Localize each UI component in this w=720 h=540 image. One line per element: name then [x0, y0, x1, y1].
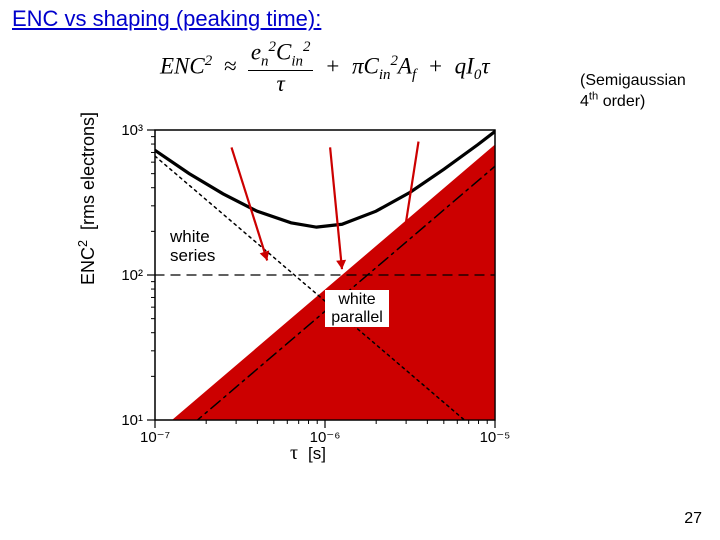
svg-text:10⁻⁵: 10⁻⁵ — [480, 429, 510, 446]
white-series-label: whiteseries — [170, 228, 215, 265]
slide-number: 27 — [684, 510, 702, 528]
svg-text:10¹: 10¹ — [121, 412, 143, 429]
enc-chart: 10⁻⁷10⁻⁶10⁻⁵10¹10²10³ whiteseries whitep… — [100, 120, 510, 470]
white-parallel-label: whiteparallel — [325, 290, 389, 327]
svg-text:10³: 10³ — [121, 122, 143, 139]
svg-text:10⁻⁷: 10⁻⁷ — [140, 429, 170, 446]
x-axis-label: τ [s] — [290, 442, 326, 465]
y-axis-label: ENC2 [rms electrons] — [76, 112, 99, 285]
svg-text:10²: 10² — [121, 267, 143, 284]
slide-title: ENC vs shaping (peaking time): — [12, 6, 321, 32]
shaper-annotation: (Semigaussian 4th order) — [580, 72, 686, 111]
enc-equation: ENC2 ≈ en2Cin2 τ + πCin2Af + qI0τ — [160, 40, 490, 96]
